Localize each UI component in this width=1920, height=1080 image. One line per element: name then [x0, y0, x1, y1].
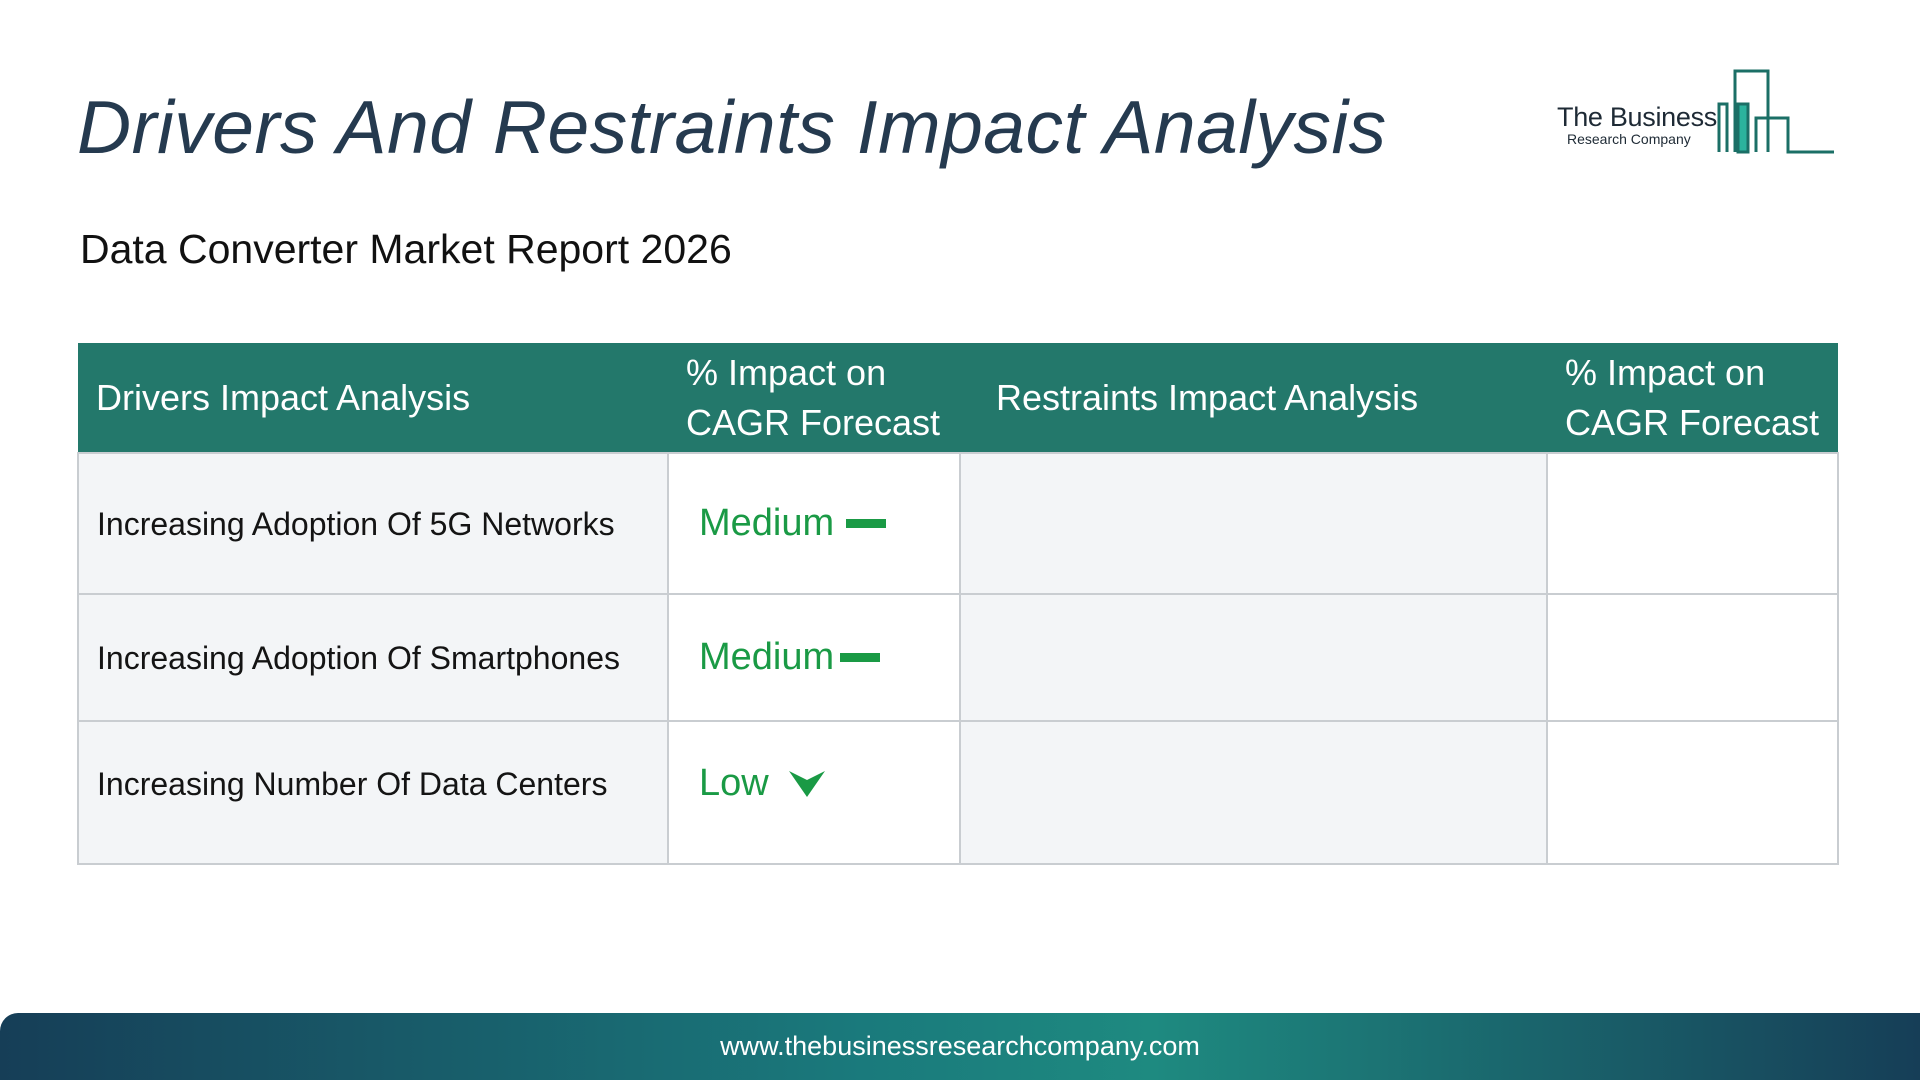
- header-restraint-impact: % Impact on CAGR Forecast: [1547, 343, 1838, 453]
- page-title: Drivers And Restraints Impact Analysis: [77, 85, 1387, 169]
- company-logo: The Business Research Company: [1555, 68, 1835, 158]
- impact-label: Low: [699, 762, 769, 804]
- restraint-impact-cell: [1546, 593, 1839, 722]
- impact-value: Medium: [687, 502, 887, 544]
- header-drivers: Drivers Impact Analysis: [78, 343, 668, 453]
- driver-impact-cell: Medium: [667, 452, 961, 595]
- dash-icon: [846, 518, 887, 528]
- report-subtitle: Data Converter Market Report 2026: [80, 226, 732, 272]
- logo-text-sub: Research Company: [1567, 131, 1691, 147]
- restraint-cell: [959, 593, 1548, 722]
- driver-cell: Increasing Adoption Of 5G Networks: [77, 452, 669, 595]
- impact-value: Low: [687, 763, 825, 803]
- impact-label: Medium: [699, 502, 835, 544]
- dash-icon: [840, 652, 881, 662]
- impact-table: Drivers Impact Analysis % Impact on CAGR…: [77, 343, 1839, 865]
- bar-chart-building-logo-icon: [1717, 69, 1834, 154]
- table-row: Increasing Adoption Of Smartphones Mediu…: [77, 593, 1839, 722]
- table-header-row: Drivers Impact Analysis % Impact on CAGR…: [78, 343, 1838, 453]
- table-row: Increasing Number Of Data Centers Low: [77, 720, 1839, 865]
- header-restraints: Restraints Impact Analysis: [960, 343, 1547, 453]
- impact-value: Medium: [687, 636, 881, 678]
- restraint-impact-cell: [1546, 720, 1839, 865]
- driver-impact-cell: Low: [667, 720, 961, 865]
- table-row: Increasing Adoption Of 5G Networks Mediu…: [77, 452, 1839, 595]
- driver-cell: Increasing Adoption Of Smartphones: [77, 593, 669, 722]
- restraint-cell: [959, 720, 1548, 865]
- driver-cell: Increasing Number Of Data Centers: [77, 720, 669, 865]
- footer-bar: www.thebusinessresearchcompany.com: [0, 1013, 1920, 1080]
- driver-impact-cell: Medium: [667, 593, 961, 722]
- chevron-down-icon: [788, 771, 825, 797]
- header-driver-impact: % Impact on CAGR Forecast: [668, 343, 960, 453]
- logo-text-main: The Business: [1557, 102, 1717, 132]
- impact-label: Medium: [699, 636, 835, 678]
- restraint-impact-cell: [1546, 452, 1839, 595]
- footer-url[interactable]: www.thebusinessresearchcompany.com: [720, 1031, 1200, 1061]
- restraint-cell: [959, 452, 1548, 595]
